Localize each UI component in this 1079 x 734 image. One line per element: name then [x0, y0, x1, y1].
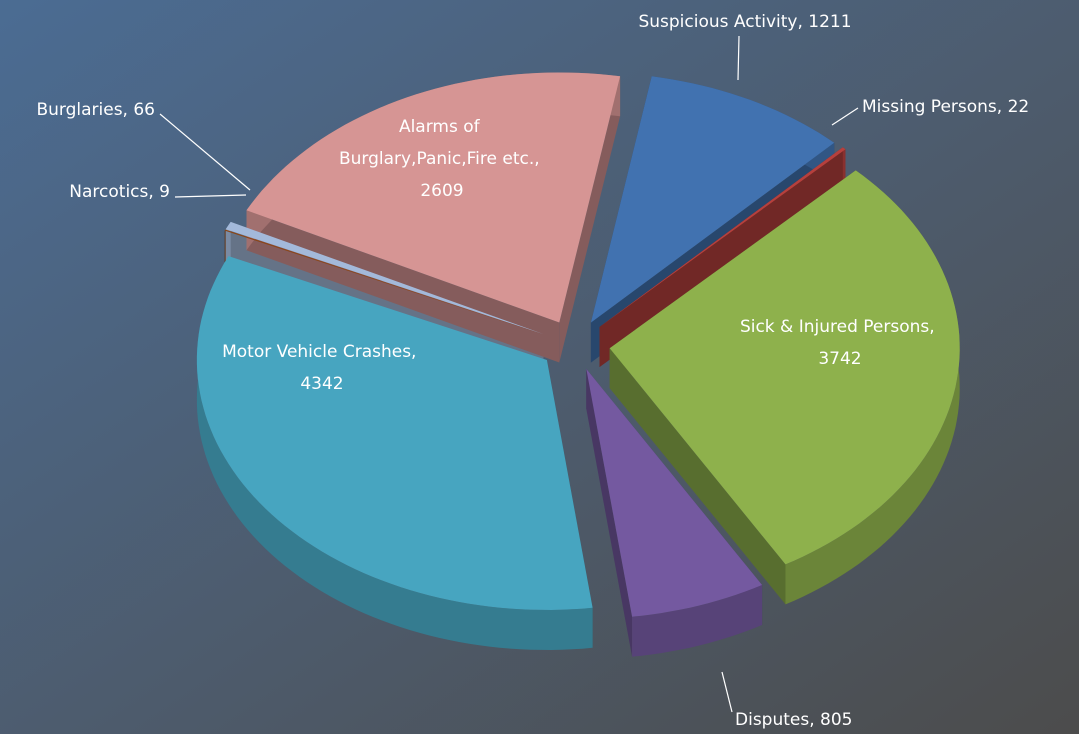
data-label: Alarms of Burglary,Panic,Fire etc., 2609: [339, 117, 545, 201]
data-label: Disputes, 805: [735, 710, 852, 730]
slice-wall: [785, 170, 960, 605]
slice-wall: [632, 585, 763, 657]
slice-side: [559, 76, 621, 363]
slice: [225, 221, 544, 335]
slice: [246, 72, 621, 323]
slice: [590, 76, 835, 323]
slice-side: [609, 348, 786, 605]
data-label: Sick & Injured Persons, 3742: [740, 317, 940, 369]
slice-wall: [224, 229, 226, 271]
data-label: Burglaries, 66: [36, 100, 155, 120]
data-labels: Suspicious Activity, 1211 Missing Persons…: [36, 12, 1029, 730]
slice-wall: [196, 256, 593, 650]
data-label: Motor Vehicle Crashes, 4342: [222, 342, 422, 394]
leader-line: [721, 671, 733, 713]
leader-line: [159, 113, 251, 191]
leader-line: [174, 194, 247, 198]
data-label: Narcotics, 9: [69, 182, 170, 202]
slice: [609, 170, 960, 565]
slice: [586, 368, 763, 617]
slice-tops: [196, 72, 960, 617]
slice-side: [586, 368, 633, 657]
leader-line: [737, 35, 740, 81]
slice: [599, 147, 846, 327]
data-label: Missing Persons, 22: [862, 97, 1029, 117]
data-label: Suspicious Activity, 1211: [638, 12, 851, 32]
slice: [224, 229, 544, 335]
slice: [196, 256, 593, 610]
leader-line: [831, 107, 859, 126]
